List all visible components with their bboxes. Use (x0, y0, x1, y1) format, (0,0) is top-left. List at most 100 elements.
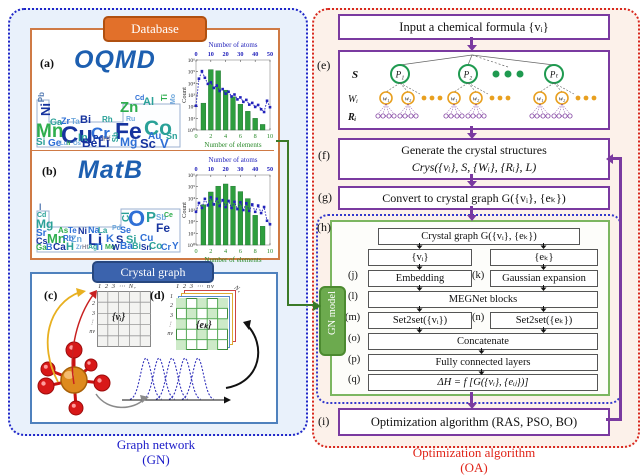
generate-structures-box: Generate the crystal structures Crys({vᵢ… (338, 138, 610, 180)
element-symbol: Sc (140, 136, 156, 151)
gn-caption-line1: Graph network (116, 437, 196, 452)
element-symbol: Cu (61, 122, 93, 149)
element-symbol: Si (36, 137, 46, 148)
svg-text:P₁: P₁ (395, 70, 405, 80)
matb-title: MatB (78, 156, 144, 184)
convert-graph-box: Convert to crystal graph G({vᵢ}, {eₖ}) (338, 186, 610, 210)
svg-text:6: 6 (239, 248, 242, 255)
gn-model-label: GN model (327, 291, 338, 336)
svg-text:30: 30 (237, 166, 243, 173)
svg-text:Number of elements: Number of elements (204, 141, 261, 149)
matrix-c-col-header: 1 2 3 ⋯ Nᵥ (98, 283, 137, 290)
green-connector-bottom (287, 304, 314, 306)
element-symbol: Ba (120, 241, 133, 252)
feedback-line-vertical (619, 157, 622, 420)
label-k: (k) (472, 270, 485, 281)
matb-wordcloud: I Cd Mg Sr Cs Mn Rb Zn As Te Ni Na La Pd Se O P Cl Sb Ce Fe L… (36, 201, 182, 253)
element-symbol: Ga (36, 243, 47, 252)
flow-arrow (540, 285, 547, 291)
label-n: (n) (472, 312, 485, 323)
element-symbol: Pb (37, 92, 46, 103)
element-symbol: Ta (71, 117, 80, 126)
element-symbol: Mn (36, 121, 64, 142)
element-symbol: Mn (47, 231, 66, 246)
svg-text:w₂: w₂ (405, 96, 412, 103)
generate-structures-line2: Crys({vᵢ}, S, {Wᵢ}, {Rᵢ}, L) (411, 160, 537, 174)
svg-text:10: 10 (267, 133, 273, 140)
element-symbol: I (39, 202, 42, 212)
svg-text:0: 0 (194, 51, 197, 58)
green-arrowhead (313, 301, 321, 311)
element-symbol: Ni (78, 226, 87, 236)
flow-arrow (416, 264, 423, 270)
oqmd-wordcloud: Pb Ni Ga Zr Ta Bi Rh Ru Zn Cd Al Ti Mo Mn Cu Cr Fe Co In Pd… (36, 92, 182, 151)
svg-text:10³: 10³ (188, 93, 195, 99)
generate-structures-line1: Generate the crystal structures (401, 143, 547, 157)
svg-text:40: 40 (252, 51, 258, 58)
svg-text:w₂: w₂ (473, 96, 480, 103)
svg-text:10²: 10² (188, 105, 195, 111)
oa-caption-line1: Optimization algorithm (412, 445, 536, 460)
element-symbol: In (78, 132, 88, 144)
database-divider (32, 150, 274, 151)
element-symbol: Bi (80, 114, 91, 126)
purple-flow-arrow (466, 126, 477, 139)
element-symbol: Pd (93, 134, 104, 143)
element-symbol: Hf (82, 245, 89, 251)
element-symbol: Cr (161, 242, 172, 252)
label-m: (m) (345, 312, 361, 323)
element-symbol: Mo (170, 94, 177, 105)
element-symbol: Ti (95, 242, 103, 252)
svg-text:Number of elements: Number of elements (204, 256, 261, 264)
svg-text:50: 50 (267, 166, 273, 173)
element-symbol: B (46, 242, 53, 252)
element-symbol: Os (73, 141, 82, 147)
svg-text:50: 50 (267, 51, 273, 58)
svg-text:10⁰: 10⁰ (187, 128, 195, 134)
element-symbol: Rb (63, 234, 74, 243)
element-symbol: Te (68, 226, 77, 235)
svg-text:10²: 10² (188, 220, 195, 226)
svg-text:0: 0 (194, 133, 197, 140)
gaussian-basis-curves (122, 357, 231, 404)
h-deltah-box: ΔH = f [G({vᵢ}, {eᵢⱼ})] (368, 374, 598, 391)
element-symbol: Mg (120, 135, 138, 149)
element-symbol: V (160, 136, 169, 151)
flow-arrow (416, 285, 423, 291)
element-symbol: Cu (140, 233, 154, 244)
flow-arrow (416, 243, 423, 249)
element-symbol: Ge (48, 138, 62, 149)
element-symbol: Fe (156, 221, 171, 235)
oqmd-title: OQMD (74, 46, 156, 74)
element-symbol: Mo (105, 244, 116, 251)
panel-a-label: (a) (40, 56, 54, 70)
element-symbol: Lu (60, 141, 68, 147)
svg-text:20: 20 (223, 51, 229, 58)
label-h: (h) (317, 220, 331, 234)
matrix-d-grid (176, 298, 228, 350)
h-fc-box: Fully connected layers (368, 354, 598, 371)
flow-arrow (416, 306, 423, 312)
oa-caption: Optimization algorithm (OA) (312, 445, 636, 475)
element-symbol: Ir (67, 141, 72, 147)
svg-text:2: 2 (209, 133, 212, 140)
element-symbol: Ru (126, 116, 136, 123)
element-symbol: Fe (115, 118, 142, 144)
matrix-c-center-label: {vᵢ} (112, 312, 126, 323)
element-symbol: Pd (112, 225, 121, 232)
flow-arrow (540, 327, 547, 333)
label-q: (q) (348, 374, 361, 385)
element-symbol: Co (149, 241, 163, 252)
matrix-d-center-label: {eₖ} (196, 320, 212, 331)
element-symbol: Zn (71, 234, 82, 244)
svg-text:10⁰: 10⁰ (187, 243, 195, 249)
svg-text:10⁴: 10⁴ (188, 81, 195, 87)
label-o: (o) (348, 333, 361, 344)
green-connector-top (276, 140, 289, 142)
purple-flow-arrow (466, 37, 477, 51)
svg-text:8: 8 (254, 133, 257, 140)
element-symbol: Ag (88, 244, 98, 251)
panel-c-label: (c) (44, 288, 58, 302)
